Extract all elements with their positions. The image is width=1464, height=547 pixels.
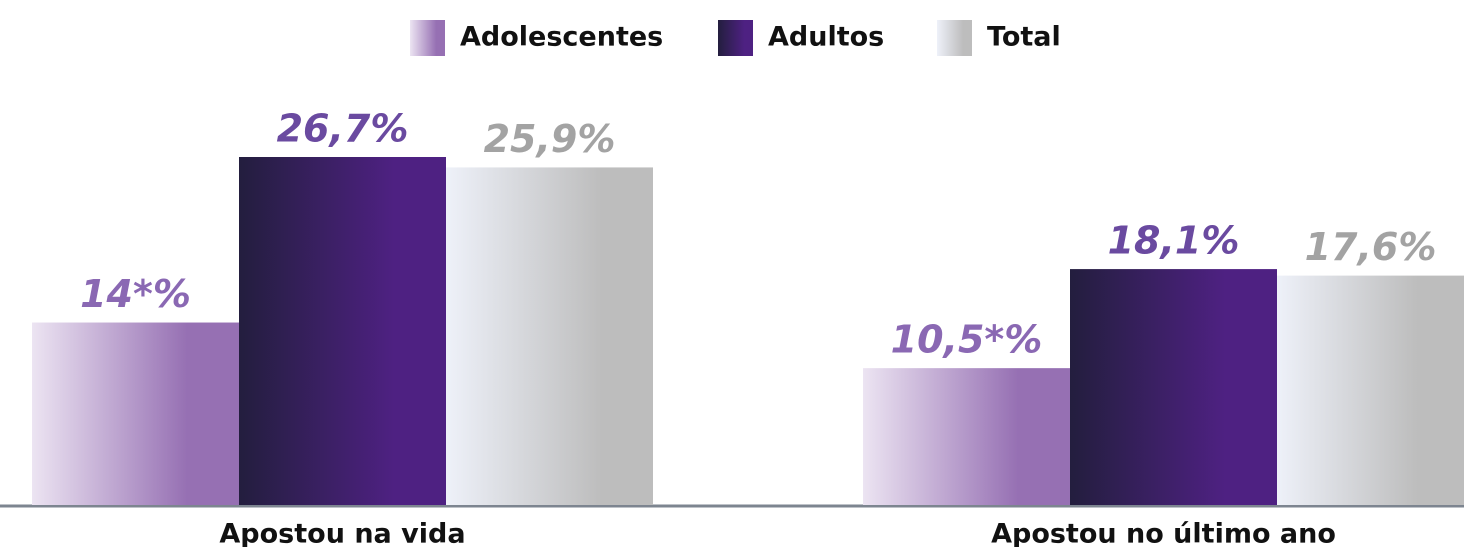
x-tick-label: Apostou no último ano [991,519,1336,547]
value-label: 25,9% [484,117,616,161]
legend-label: Adultos [768,22,884,53]
value-label: 26,7% [277,107,409,151]
bar [1277,275,1464,505]
value-label: 10,5*% [891,318,1043,362]
value-label: 18,1% [1108,219,1240,263]
legend-swatch [937,20,972,56]
bar [446,167,653,505]
value-label: 14*% [80,272,191,316]
value-label: 17,6% [1305,225,1437,269]
bar [32,322,239,505]
bar [863,368,1070,505]
legend-swatch [718,20,753,56]
legend-label: Adolescentes [460,22,663,53]
bar [1070,269,1277,505]
legend-label: Total [987,22,1061,53]
x-tick-label: Apostou na vida [219,519,465,547]
bar [239,157,446,505]
legend-swatch [410,20,445,56]
